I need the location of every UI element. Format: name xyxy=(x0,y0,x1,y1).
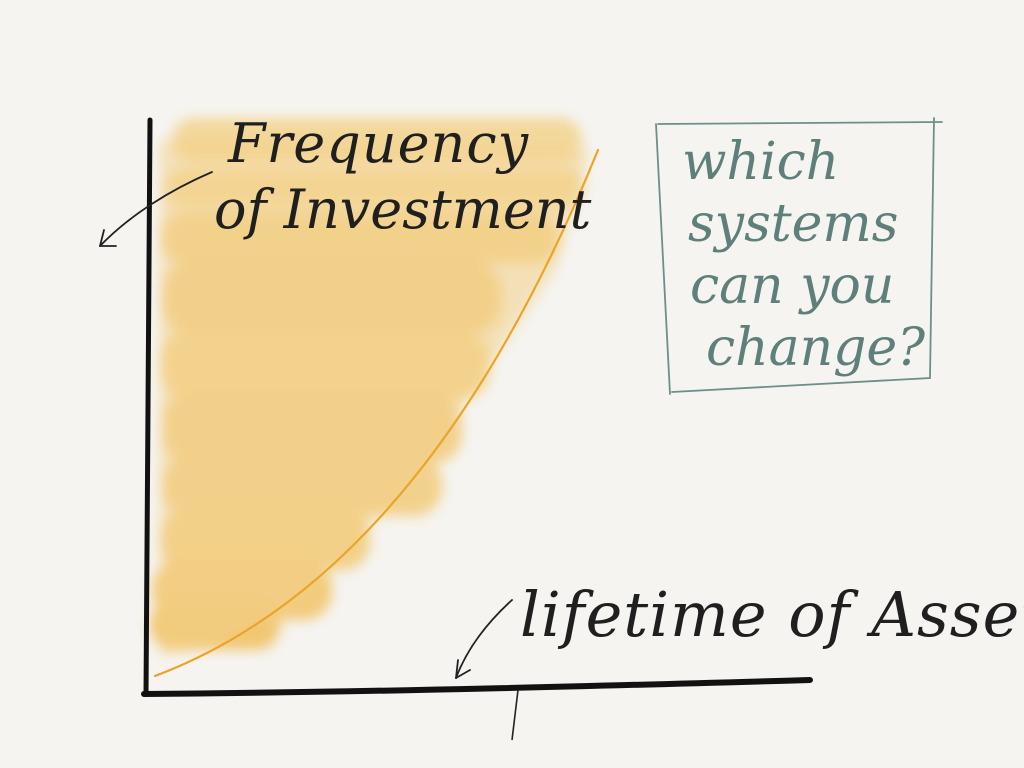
y-axis-label-line1: Frequency xyxy=(228,112,530,175)
investment-curve xyxy=(153,148,600,678)
shaded-region xyxy=(150,118,590,655)
x-axis xyxy=(141,677,813,697)
note-line-2: systems xyxy=(688,194,899,254)
note-text: which systems can you change? xyxy=(668,120,934,390)
note-line-4: change? xyxy=(706,318,926,378)
note-line-3: can you xyxy=(690,256,895,316)
x-axis-label: lifetime of Asset xyxy=(520,578,1024,651)
note-box xyxy=(655,117,943,395)
x-label-arrow xyxy=(455,599,513,679)
y-axis xyxy=(143,117,153,697)
y-axis-label-line2: of Investment xyxy=(214,178,592,241)
note-line-1: which xyxy=(682,132,840,192)
y-label-arrow xyxy=(99,171,213,247)
x-axis-tick xyxy=(511,689,519,741)
